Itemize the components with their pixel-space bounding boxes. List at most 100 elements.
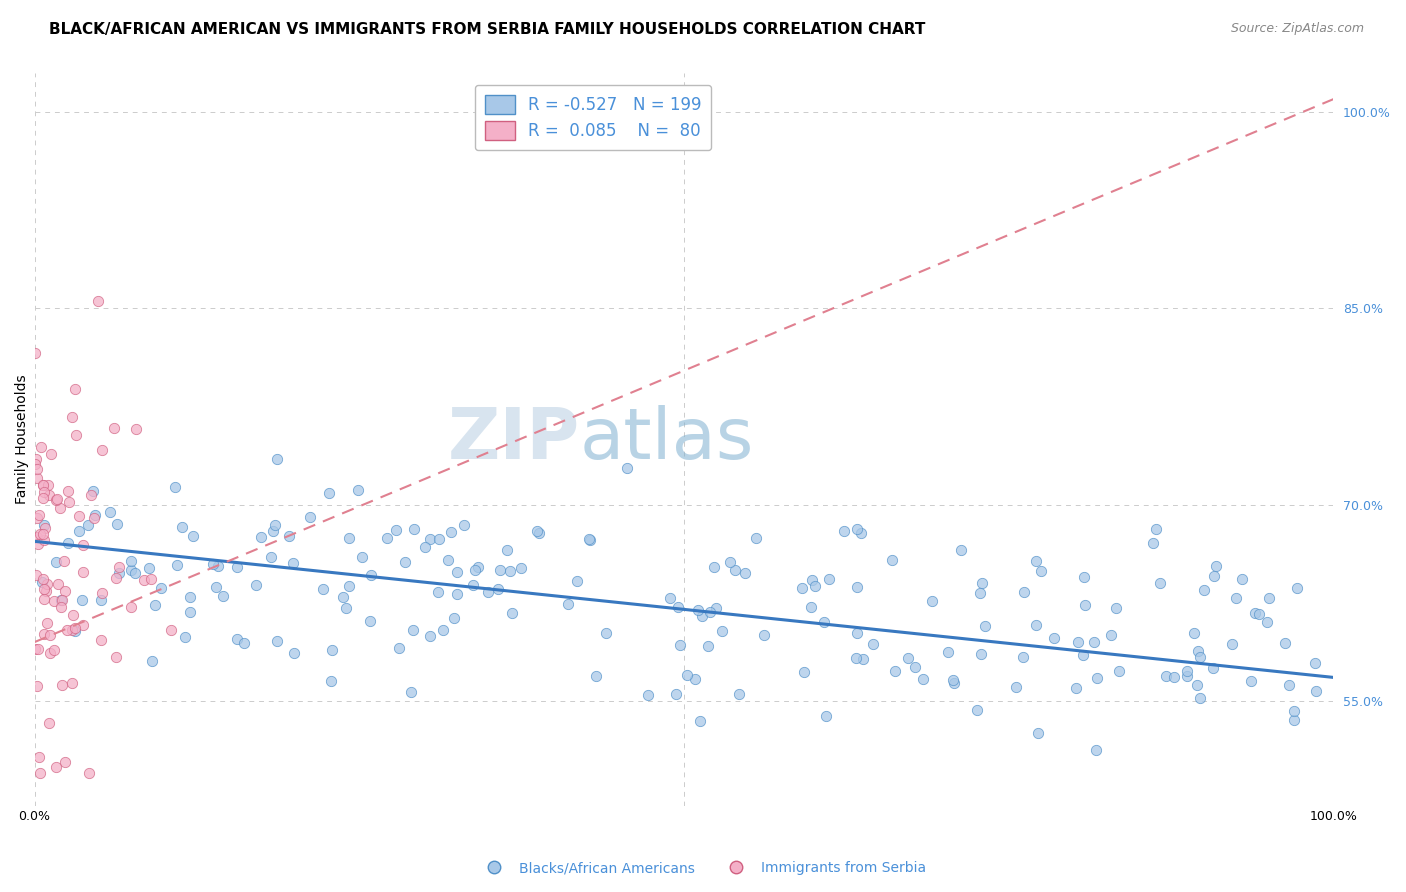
Point bbox=[1005, 680, 1028, 694]
Point bbox=[53, 756, 76, 770]
Point bbox=[1073, 599, 1095, 613]
Point bbox=[31, 574, 53, 589]
Point bbox=[585, 668, 607, 682]
Point bbox=[360, 568, 382, 582]
Point bbox=[704, 600, 727, 615]
Text: atlas: atlas bbox=[581, 405, 755, 474]
Point bbox=[283, 646, 305, 660]
Point bbox=[62, 608, 84, 623]
Point bbox=[813, 615, 835, 629]
Point bbox=[60, 623, 83, 637]
Point bbox=[124, 566, 146, 581]
Point bbox=[499, 564, 522, 578]
Point bbox=[846, 626, 869, 640]
Point bbox=[174, 630, 197, 644]
Point bbox=[1225, 591, 1247, 606]
Point bbox=[1175, 669, 1198, 683]
Point bbox=[1043, 631, 1066, 645]
Point bbox=[67, 508, 90, 523]
Point bbox=[1204, 569, 1226, 583]
Point bbox=[266, 633, 288, 648]
Point bbox=[436, 553, 458, 567]
Point bbox=[818, 573, 841, 587]
Point bbox=[1085, 671, 1108, 685]
Point bbox=[1011, 650, 1033, 665]
Point bbox=[578, 533, 600, 547]
Point bbox=[207, 559, 229, 574]
Point bbox=[676, 668, 699, 682]
Point bbox=[429, 532, 451, 546]
Point bbox=[28, 750, 51, 764]
Point bbox=[41, 447, 63, 461]
Point bbox=[32, 478, 55, 492]
Point bbox=[1220, 637, 1243, 651]
Point bbox=[402, 522, 425, 536]
Point bbox=[529, 525, 551, 540]
Point bbox=[204, 580, 226, 594]
Y-axis label: Family Households: Family Households bbox=[15, 375, 30, 504]
Point bbox=[56, 483, 79, 498]
Point bbox=[815, 708, 838, 723]
Point bbox=[37, 478, 59, 492]
Point bbox=[266, 452, 288, 467]
Point bbox=[90, 632, 112, 647]
Point bbox=[1303, 657, 1326, 671]
Point bbox=[1243, 606, 1265, 620]
Point bbox=[24, 458, 46, 472]
Point bbox=[72, 593, 94, 607]
Point bbox=[150, 581, 173, 595]
Point bbox=[415, 540, 437, 554]
Point bbox=[686, 603, 709, 617]
Point bbox=[689, 714, 711, 728]
Point bbox=[683, 672, 706, 686]
Point bbox=[595, 625, 617, 640]
Point bbox=[60, 410, 83, 425]
Point bbox=[1188, 650, 1211, 665]
Point bbox=[432, 624, 454, 638]
Point bbox=[375, 531, 398, 545]
Point bbox=[884, 664, 907, 678]
Point bbox=[335, 600, 357, 615]
Point bbox=[1284, 713, 1306, 727]
Point bbox=[501, 606, 523, 620]
Point bbox=[720, 555, 742, 569]
Point bbox=[972, 576, 994, 591]
Point bbox=[1230, 572, 1253, 586]
Point bbox=[30, 440, 52, 454]
Point bbox=[32, 526, 55, 541]
Point bbox=[25, 471, 48, 485]
Point bbox=[1274, 636, 1296, 650]
Point bbox=[832, 524, 855, 539]
Text: Source: ZipAtlas.com: Source: ZipAtlas.com bbox=[1230, 22, 1364, 36]
Point bbox=[744, 531, 766, 545]
Point bbox=[83, 508, 105, 522]
Point bbox=[72, 617, 94, 632]
Point bbox=[1240, 673, 1263, 688]
Point bbox=[31, 478, 53, 492]
Point bbox=[942, 673, 965, 687]
Point bbox=[98, 505, 121, 519]
Point bbox=[120, 554, 142, 568]
Point bbox=[461, 578, 484, 592]
Point bbox=[263, 517, 285, 532]
Point bbox=[53, 583, 76, 598]
Point bbox=[495, 542, 517, 557]
Point bbox=[440, 525, 463, 540]
Point bbox=[862, 637, 884, 651]
Point bbox=[1156, 668, 1178, 682]
Point bbox=[103, 421, 125, 435]
Point bbox=[65, 428, 87, 442]
Point bbox=[28, 527, 51, 541]
Point bbox=[427, 585, 450, 599]
Point bbox=[1182, 626, 1205, 640]
Point bbox=[45, 555, 67, 569]
Point bbox=[28, 508, 51, 522]
Point bbox=[250, 530, 273, 544]
Point bbox=[82, 484, 104, 499]
Point bbox=[1099, 628, 1122, 642]
Point bbox=[27, 642, 49, 657]
Point bbox=[526, 524, 548, 539]
Point bbox=[163, 480, 186, 494]
Point bbox=[25, 461, 48, 475]
Point bbox=[138, 561, 160, 575]
